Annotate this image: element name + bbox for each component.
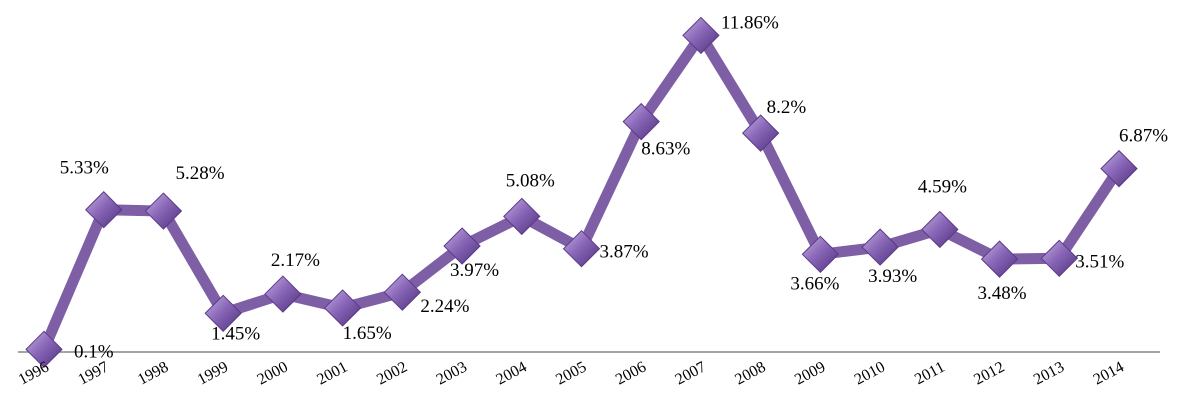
data-label: 1.65% [343,323,392,344]
x-tick-label: 2003 [434,359,470,389]
data-point-marker [801,235,840,274]
x-tick-label: 2000 [255,359,291,389]
x-tick-label: 2006 [613,359,649,389]
data-point-marker [204,294,242,333]
x-tick-label: 2011 [912,359,948,389]
x-tick-label: 2001 [314,359,350,389]
data-label: 2.24% [420,296,469,317]
data-label: 5.28% [175,163,224,184]
data-label: 3.48% [978,283,1027,304]
data-point-marker [503,197,541,236]
data-point-marker [1040,239,1078,278]
data-label: 3.87% [600,242,649,263]
data-label: 3.66% [790,273,839,294]
data-point-marker [921,210,959,249]
data-point-marker [1100,149,1138,188]
data-label: 8.2% [767,97,807,118]
x-tick-label: 2007 [673,359,709,389]
data-label: 3.51% [1075,251,1124,272]
data-point-marker [861,228,899,266]
x-tick-label: 2013 [1031,359,1067,389]
x-tick-label: 2004 [493,359,529,389]
x-tick-label: 2005 [553,359,589,389]
data-point-marker [980,240,1019,278]
x-tick-label: 2010 [852,359,888,389]
data-point-marker [443,227,481,265]
data-label: 1.45% [211,323,260,344]
data-label: 3.97% [450,260,499,281]
data-labels-group: 0.1% 5.33% 5.28% 1.45% 2.17% 1.65% 2.24% 3.97% 5… [60,12,1169,362]
x-tick-label: 2009 [792,359,828,389]
x-tick-label: 1999 [195,359,231,389]
data-label: 2.17% [271,250,320,271]
markers-group [25,16,1138,369]
data-label: 11.86% [721,12,779,33]
data-point-marker [264,275,302,313]
data-label: 8.63% [641,139,690,160]
data-label: 5.08% [506,170,555,191]
data-point-marker [85,191,123,229]
data-point-marker [144,192,183,230]
x-tick-label: 2002 [374,359,410,389]
x-tick-label: 1997 [75,359,111,389]
data-label: 0.1% [74,341,114,362]
data-label: 6.87% [1119,126,1168,147]
data-label: 4.59% [918,176,967,197]
data-label: 3.93% [868,266,917,287]
data-point-marker [741,114,780,152]
x-tick-label: 2014 [1091,359,1127,389]
data-point-marker [622,102,660,141]
x-tick-label: 1998 [135,359,171,389]
x-tick-labels-group: 1996 1997 1998 1999 2000 2001 2002 2003 2004 2005… [16,359,1127,389]
data-point-marker [383,273,422,311]
x-tick-label: 2012 [971,359,1007,389]
x-tick-label: 2008 [732,359,768,389]
data-point-marker [682,16,720,55]
data-point-marker [25,330,63,369]
data-point-marker [562,229,601,268]
data-point-marker [323,289,362,327]
data-label: 5.33% [60,158,109,179]
